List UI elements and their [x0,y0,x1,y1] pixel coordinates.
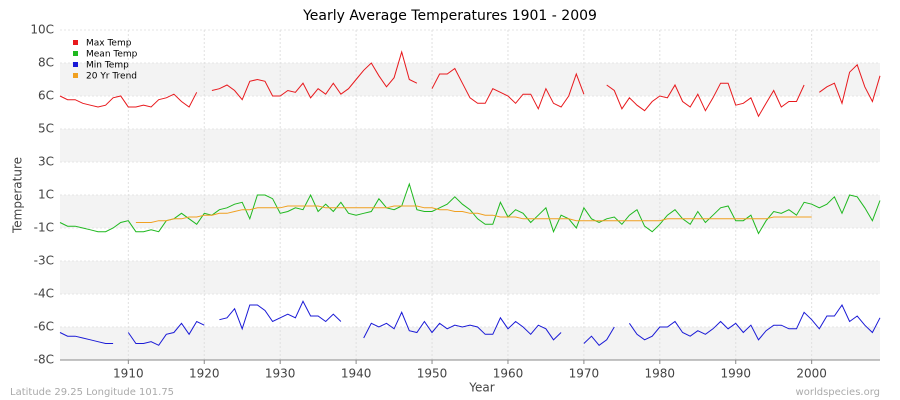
x-tick-label: 1910 [113,367,144,381]
band [60,129,880,162]
legend-label: Min Temp [86,61,129,71]
x-tick-label: 1960 [493,367,524,381]
legend-label: 20 Yr Trend [86,72,137,82]
band [60,261,880,294]
y-tick-label: 1C [38,188,54,202]
x-tick-label: 1920 [189,367,220,381]
legend-label: Max Temp [86,39,132,49]
footer-left: Latitude 29.25 Longitude 101.75 [10,387,174,398]
footer-right: worldspecies.org [796,387,880,398]
x-tick-label: 1950 [417,367,448,381]
series-line [59,182,881,235]
legend-swatch [73,73,78,78]
x-tick-label: 2000 [796,367,827,381]
series-line [135,205,812,223]
y-tick-label: -4C [34,287,54,301]
x-tick-label: 1990 [720,367,751,381]
series-line [59,50,881,118]
y-tick-label: 5C [38,122,54,136]
band [60,195,880,228]
legend-swatch [73,51,78,56]
legend-swatch [73,40,78,45]
band [60,63,880,96]
y-tick-label: 10C [30,23,54,37]
band [60,327,880,360]
x-tick-label: 1970 [569,367,600,381]
legend-swatch [73,62,78,67]
y-tick-label: -1C [34,221,54,235]
y-tick-label: 6C [38,89,54,103]
x-axis-label: Year [468,381,494,395]
x-tick-label: 1980 [645,367,676,381]
y-tick-label: 3C [38,155,54,169]
y-axis-label: Temperature [11,157,25,234]
y-tick-label: -6C [34,320,54,334]
y-tick-label: -8C [34,353,54,367]
y-tick-label: -3C [34,254,54,268]
y-tick-label: 8C [38,56,54,70]
series-line [59,300,881,346]
chart-title: Yearly Average Temperatures 1901 - 2009 [302,8,597,24]
x-tick-label: 1930 [265,367,296,381]
legend-label: Mean Temp [86,50,138,60]
x-tick-label: 1940 [341,367,372,381]
